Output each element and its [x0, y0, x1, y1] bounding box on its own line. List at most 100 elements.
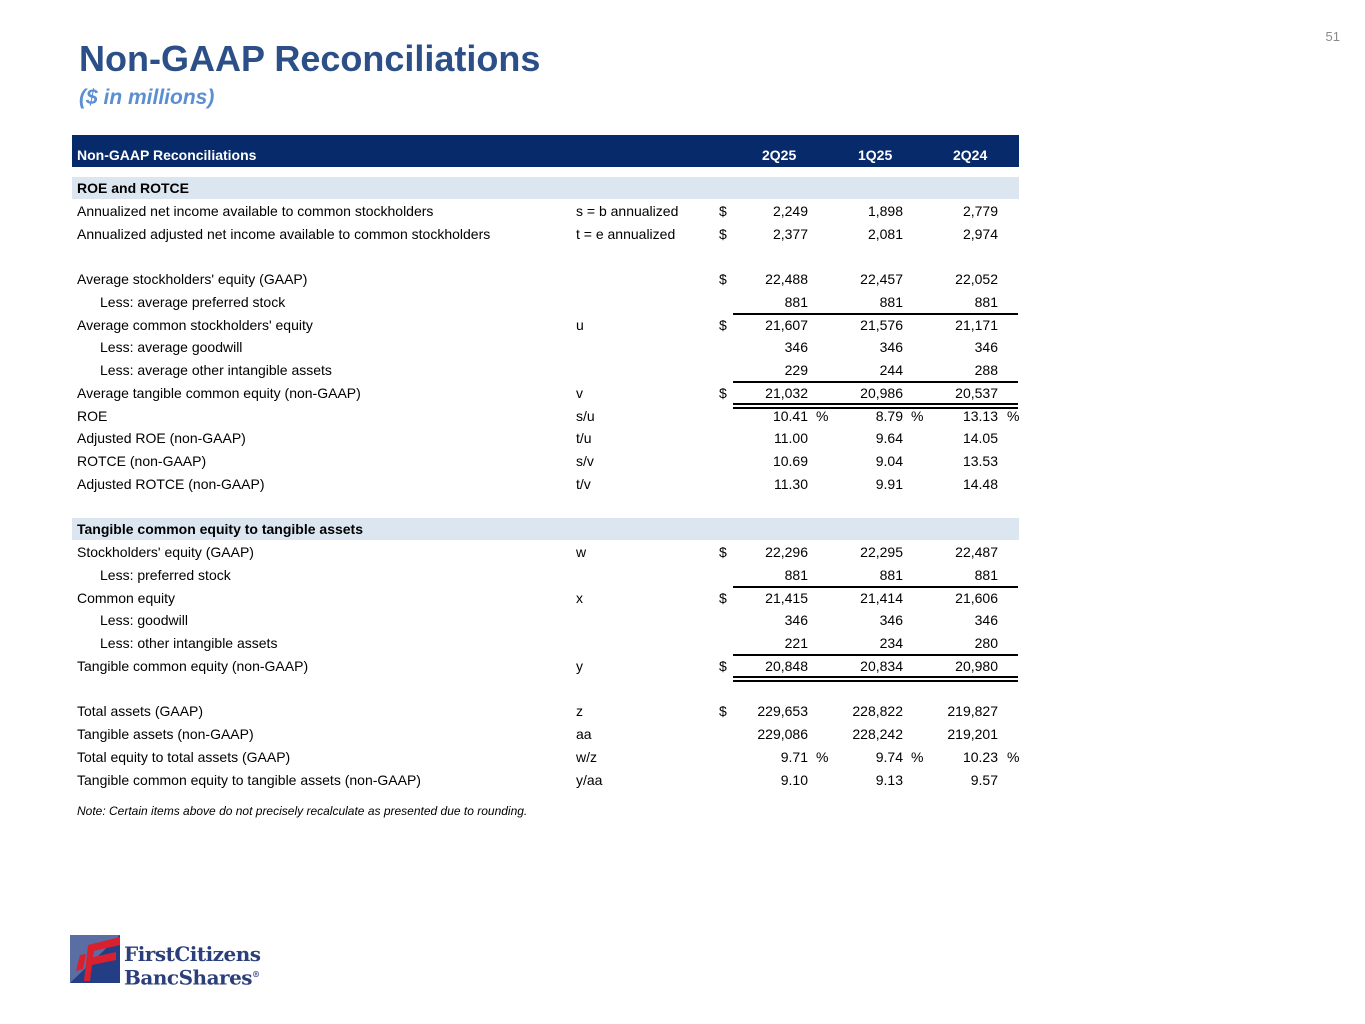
dollar-sign: $ [719, 316, 727, 333]
table-row: Less: goodwill 346 346 346 [72, 609, 1019, 631]
cell-1q25: 2,081 [867, 225, 903, 242]
cell-1q25: 9.13 [875, 771, 903, 788]
cell-2q24: 21,606 [955, 589, 998, 606]
cell-2q24: 14.48 [962, 475, 998, 492]
table-row: Less: average goodwill 346 346 346 [72, 336, 1019, 358]
row-reference: t/v [576, 475, 591, 492]
logo-text: FirstCitizens BancShares® [124, 944, 261, 988]
table-row: Tangible assets (non-GAAP) aa 229,086 228,2… [72, 723, 1019, 745]
cell-2q24: 13.53 [962, 453, 998, 469]
dollar-sign: $ [719, 657, 727, 674]
cell-1q25: 1,898 [867, 202, 903, 219]
row-label: Adjusted ROE (non-GAAP) [77, 430, 246, 447]
cell-2q24: 219,201 [947, 726, 998, 742]
subtotal-rule [733, 380, 1018, 383]
cell-2q25: 2,249 [772, 202, 808, 219]
row-reference: s/u [576, 407, 595, 424]
table-row: Average stockholders' equity (GAAP) $22,4… [72, 268, 1019, 290]
table-row: Less: average other intangible assets 229… [72, 359, 1019, 381]
cell-2q24: 9.57 [970, 771, 998, 788]
cell-2q25: 11.00 [774, 430, 808, 447]
percent-sign: % [1007, 748, 1020, 765]
cell-2q24: 346 [974, 339, 998, 356]
cell-2q24: 14.05 [962, 430, 998, 447]
table-row: ROE s/u 10.41% 8.79% 13.13% [72, 405, 1019, 427]
row-reference: y [576, 657, 583, 674]
cell-1q25: 881 [879, 566, 903, 583]
cell-1q25: 20,834 [860, 657, 903, 674]
row-label: ROE [77, 407, 108, 424]
percent-sign: % [816, 407, 829, 424]
row-label: ROTCE (non-GAAP) [77, 453, 207, 469]
cell-1q25: 234 [879, 635, 903, 651]
spacer-row [72, 678, 1019, 700]
cell-2q25: 22,296 [765, 544, 808, 560]
page-title: Non-GAAP Reconciliations [79, 38, 541, 79]
table-row: Less: average preferred stock 881 881 881 [72, 291, 1019, 313]
logo-line2-text: BancShares [124, 965, 253, 990]
cell-2q25: 21,032 [765, 384, 808, 401]
cell-2q25: 10.41 [772, 407, 808, 424]
row-reference: t/u [576, 430, 592, 447]
first-citizens-logo-icon [70, 935, 120, 983]
row-label: Less: average preferred stock [100, 293, 286, 310]
cell-2q25: 881 [784, 293, 808, 310]
row-reference: aa [576, 726, 592, 742]
cell-1q25: 21,414 [860, 589, 903, 606]
cell-1q25: 9.64 [875, 430, 903, 447]
row-label: Less: average other intangible assets [100, 362, 332, 378]
cell-2q24: 21,171 [955, 316, 998, 333]
cell-1q25: 8.79 [875, 407, 903, 424]
row-label: Common equity [77, 589, 176, 606]
cell-1q25: 21,576 [860, 316, 903, 333]
table-row: Stockholders' equity (GAAP) w $22,296 22,29… [72, 541, 1019, 563]
row-reference: y/aa [576, 771, 603, 788]
row-reference: s/v [576, 453, 594, 469]
cell-2q24: 2,974 [962, 225, 998, 242]
cell-2q24: 346 [974, 612, 998, 629]
table-row: Less: preferred stock 881 881 881 [72, 564, 1019, 586]
row-reference: w [576, 544, 587, 560]
table-row: Tangible common equity to tangible asset… [72, 769, 1019, 791]
spacer-row [72, 496, 1019, 518]
registered-mark: ® [252, 969, 260, 979]
row-label: Tangible common equity (non-GAAP) [77, 657, 309, 674]
row-label: Average common stockholders' equity [77, 316, 313, 333]
percent-sign: % [911, 407, 924, 424]
table-row: Tangible common equity (non-GAAP) y $20,84… [72, 655, 1019, 677]
dollar-sign: $ [719, 271, 727, 287]
cell-1q25: 9.74 [875, 748, 903, 765]
cell-2q25: 346 [784, 612, 808, 629]
subtotal-rule [733, 312, 1018, 315]
dollar-sign: $ [719, 384, 727, 401]
row-label: Less: goodwill [100, 612, 188, 629]
row-reference: z [576, 703, 583, 720]
page-number: 51 [1325, 29, 1340, 44]
table-header: Non-GAAP Reconciliations 2Q25 1Q25 2Q24 [72, 135, 1019, 167]
cell-2q24: 881 [974, 566, 998, 583]
cell-1q25: 228,242 [852, 726, 903, 742]
total-double-rule [733, 402, 1018, 409]
row-label: Average stockholders' equity (GAAP) [77, 271, 308, 287]
table-row: Adjusted ROTCE (non-GAAP) t/v 11.30 9.91 14.… [72, 473, 1019, 495]
dollar-sign: $ [719, 225, 727, 242]
header-col-1q25: 1Q25 [858, 147, 893, 163]
cell-2q24: 288 [974, 362, 998, 378]
cell-2q25: 881 [784, 566, 808, 583]
cell-2q24: 219,827 [947, 703, 998, 720]
row-label: Total assets (GAAP) [77, 703, 204, 720]
cell-2q24: 280 [974, 635, 998, 651]
percent-sign: % [816, 748, 829, 765]
header-col-2q25: 2Q25 [762, 147, 797, 163]
spacer-row [72, 245, 1019, 267]
table-row: Total equity to total assets (GAAP) w/z 9.… [72, 746, 1019, 768]
dollar-sign: $ [719, 703, 727, 720]
row-reference: t = e annualized [576, 225, 676, 242]
cell-2q24: 20,980 [955, 657, 998, 674]
table-row: Annualized adjusted net income available… [72, 223, 1019, 245]
cell-1q25: 22,457 [860, 271, 903, 287]
table-row: Annualized net income available to commo… [72, 200, 1019, 222]
cell-2q25: 21,415 [765, 589, 808, 606]
cell-1q25: 22,295 [860, 544, 903, 560]
